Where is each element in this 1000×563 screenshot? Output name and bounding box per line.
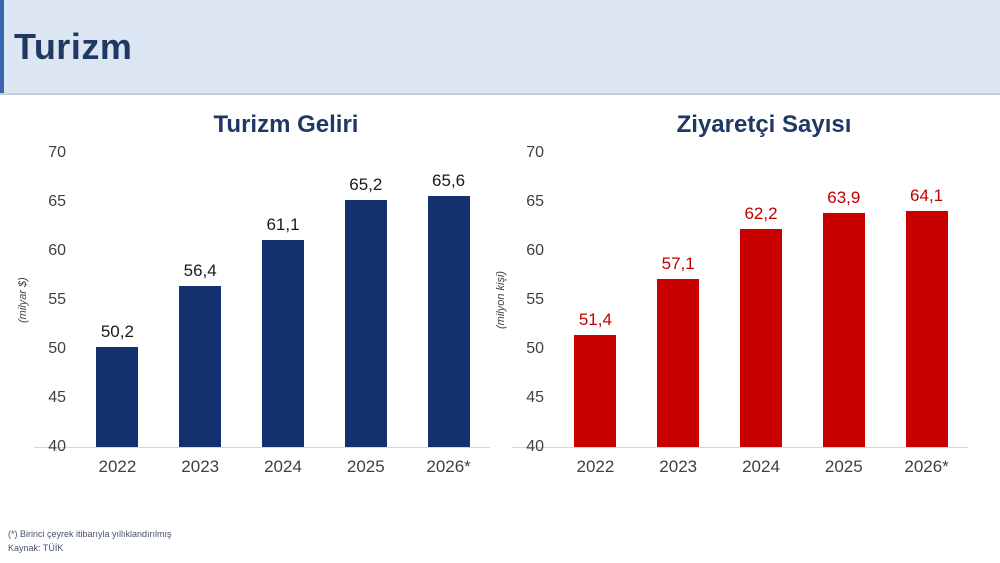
bar-value-label: 51,4 xyxy=(578,310,612,330)
bar-value-label: 65,6 xyxy=(432,171,466,191)
chart-title: Turizm Geliri xyxy=(213,111,359,138)
bar-group: 65,6 xyxy=(407,171,490,447)
bar-value-label: 50,2 xyxy=(100,322,134,342)
y-tick-label: 55 xyxy=(526,291,544,308)
chart-body: (milyon kişi) 70 65 60 55 50 45 40 51,4 57,1 62,… xyxy=(490,144,968,477)
x-tick-label: 2025 xyxy=(346,457,385,476)
bar xyxy=(822,212,865,447)
x-tick-label: 2022 xyxy=(576,457,615,476)
bar xyxy=(905,210,948,447)
bar-group: 57,1 xyxy=(637,254,720,447)
x-tick-label: 2024 xyxy=(264,457,302,476)
bar-group: 50,2 xyxy=(76,322,159,447)
bar-value-label: 63,9 xyxy=(827,187,861,207)
charts-area: Turizm Geliri (milyar $) 70 65 60 55 50 45 40 … xyxy=(0,95,1000,477)
plot-column: 70 65 60 55 50 45 40 50,2 56,4 61,1 65,2 65,6 2022… xyxy=(34,144,490,477)
y-axis-ticks: 70 65 60 55 50 45 40 xyxy=(34,144,76,455)
x-tick-label: 2025 xyxy=(824,457,863,476)
page-title: Turizm xyxy=(14,25,133,67)
bar xyxy=(739,229,782,447)
bar-group: 63,9 xyxy=(802,188,885,447)
bar xyxy=(261,240,304,447)
bar-group: 51,4 xyxy=(554,310,637,447)
x-tick-label: 2023 xyxy=(181,457,220,476)
y-axis-unit-label: (milyar $) xyxy=(17,277,29,323)
bar-group: 56,4 xyxy=(159,261,242,447)
bar xyxy=(179,286,222,447)
bar xyxy=(96,347,139,447)
y-tick-label: 45 xyxy=(48,389,66,406)
bar-value-label: 65,2 xyxy=(349,175,383,195)
bar-value-label: 61,1 xyxy=(266,215,300,235)
x-tick-label: 2026* xyxy=(426,457,471,476)
bar-group: 62,2 xyxy=(720,204,803,447)
plot-area: 50,2 56,4 61,1 65,2 65,6 xyxy=(76,153,490,447)
bars: 51,4 57,1 62,2 63,9 64,1 xyxy=(554,153,968,447)
bar-value-label: 62,2 xyxy=(744,204,778,224)
x-axis-labels: 2022 2023 2024 2025 2026* xyxy=(554,448,968,477)
bar xyxy=(657,279,700,447)
bars: 50,2 56,4 61,1 65,2 65,6 xyxy=(76,153,490,447)
bar xyxy=(427,196,470,447)
y-tick-label: 50 xyxy=(48,340,66,357)
bar-group: 65,2 xyxy=(324,175,407,447)
x-tick-label: 2024 xyxy=(742,457,780,476)
y-tick-label: 40 xyxy=(526,438,544,455)
bar-group: 64,1 xyxy=(885,186,968,447)
y-tick-label: 45 xyxy=(526,389,544,406)
chart-turizm-geliri: Turizm Geliri (milyar $) 70 65 60 55 50 45 40 … xyxy=(12,111,490,477)
x-tick-label: 2022 xyxy=(98,457,137,476)
x-tick-label: 2023 xyxy=(659,457,698,476)
y-tick-label: 55 xyxy=(48,291,66,308)
plot-column: 70 65 60 55 50 45 40 51,4 57,1 62,2 63,9 64,1 2022… xyxy=(512,144,968,477)
footer: (*) Birinci çeyrek itibarıyla yıllıkland… xyxy=(8,527,172,555)
x-tick-label: 2026* xyxy=(904,457,949,476)
bar-group: 61,1 xyxy=(242,215,325,447)
y-tick-label: 65 xyxy=(526,193,544,210)
plot-row: 70 65 60 55 50 45 40 50,2 56,4 61,1 65,2 65,6 xyxy=(34,144,490,455)
bar-value-label: 64,1 xyxy=(910,185,944,205)
y-tick-label: 65 xyxy=(48,193,66,210)
y-tick-label: 50 xyxy=(526,340,544,357)
bar xyxy=(344,200,387,447)
bar-value-label: 56,4 xyxy=(183,261,217,281)
header: Turizm xyxy=(0,0,1000,95)
y-tick-label: 60 xyxy=(526,242,544,259)
bar xyxy=(574,335,617,447)
chart-title: Ziyaretçi Sayısı xyxy=(676,111,852,138)
y-tick-label: 70 xyxy=(48,144,66,161)
x-axis-labels: 2022 2023 2024 2025 2026* xyxy=(76,448,490,477)
y-tick-label: 70 xyxy=(526,144,544,161)
y-tick-label: 40 xyxy=(48,438,66,455)
y-axis-ticks: 70 65 60 55 50 45 40 xyxy=(512,144,554,455)
header-accent-bar xyxy=(0,0,4,93)
y-tick-label: 60 xyxy=(48,242,66,259)
source-note: Kaynak: TÜİK xyxy=(8,543,64,553)
y-axis-unit-label: (milyon kişi) xyxy=(495,270,507,330)
plot-row: 70 65 60 55 50 45 40 51,4 57,1 62,2 63,9 64,1 xyxy=(512,144,968,455)
chart-ziyaretci-sayisi: Ziyaretçi Sayısı (milyon kişi) 70 65 60 55 5… xyxy=(490,111,968,477)
footnote: (*) Birinci çeyrek itibarıyla yıllıkland… xyxy=(8,529,172,539)
bar-value-label: 57,1 xyxy=(661,254,695,274)
chart-body: (milyar $) 70 65 60 55 50 45 40 50,2 56,4 61,1 65… xyxy=(12,144,490,477)
plot-area: 51,4 57,1 62,2 63,9 64,1 xyxy=(554,153,968,447)
